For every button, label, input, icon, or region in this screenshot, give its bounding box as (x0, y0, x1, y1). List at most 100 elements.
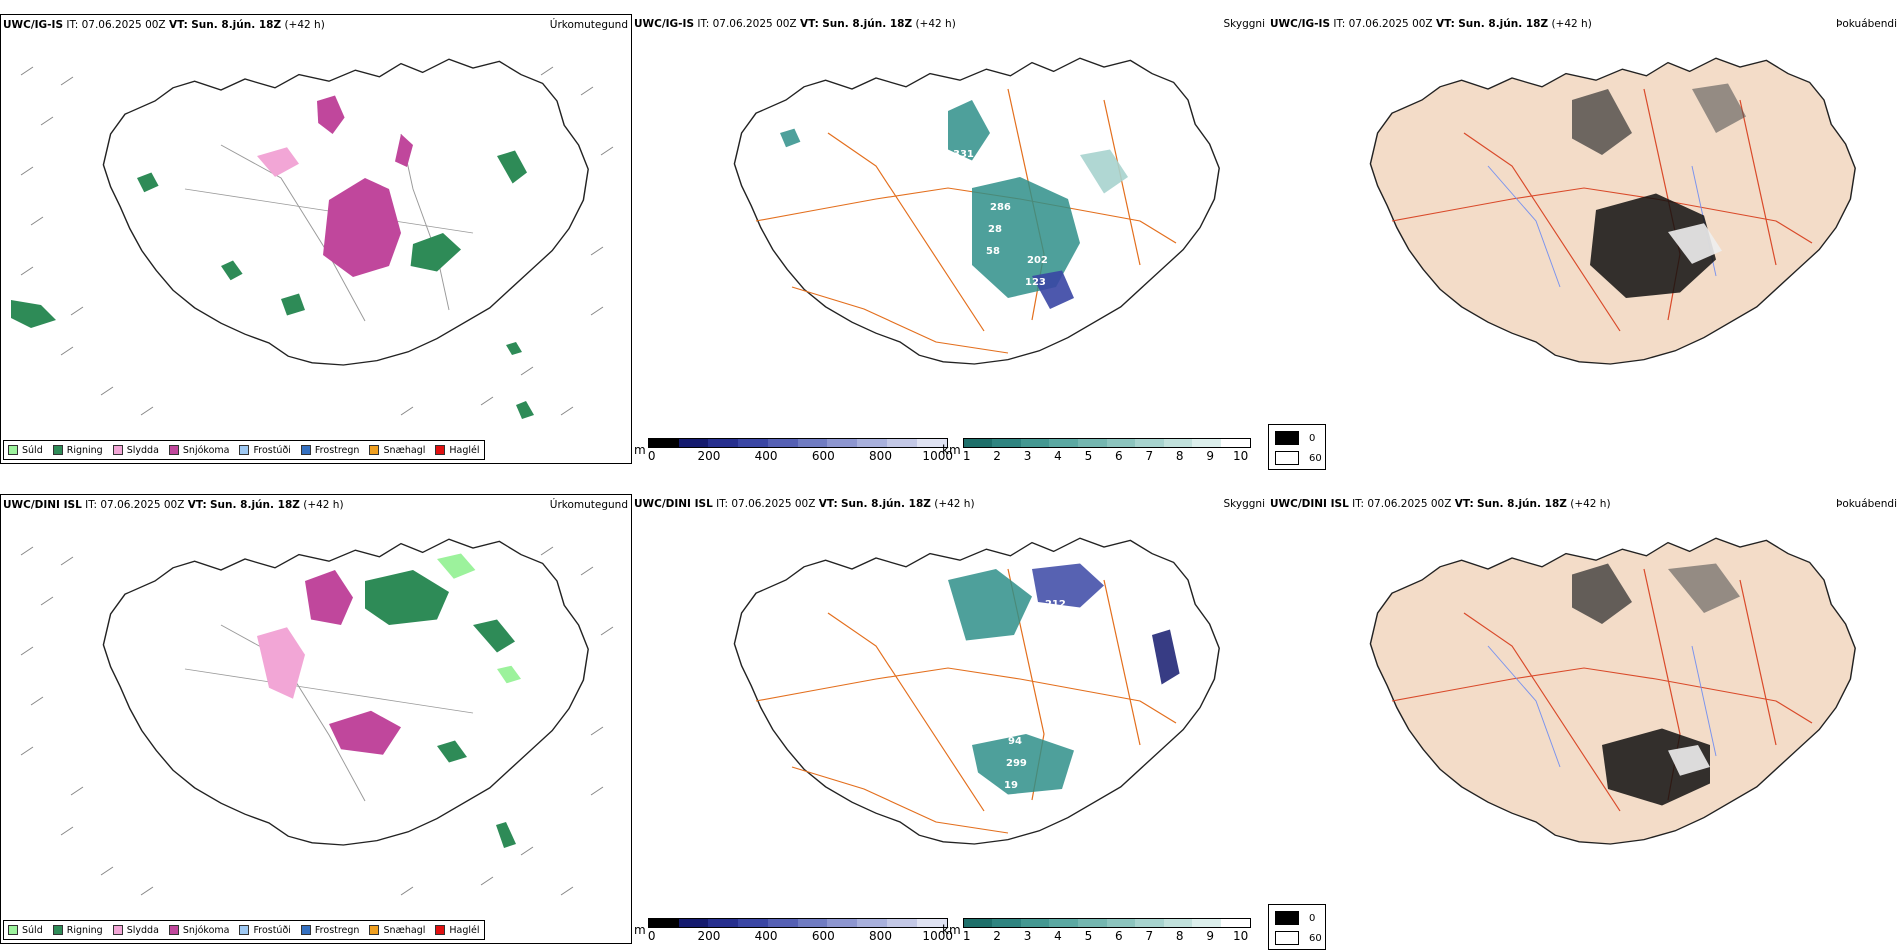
ceiling-value-label: 286 (990, 202, 1011, 213)
vt-label: VT: (1454, 498, 1474, 510)
colorbar-cell (857, 919, 888, 927)
legend-label: Slydda (126, 924, 159, 936)
wind-barbs (20, 66, 614, 416)
legend-item: Súld (8, 925, 43, 936)
precip-snow (305, 570, 401, 755)
colorbar-tick: 800 (869, 929, 892, 943)
precip-legend: Súld Rigning Slydda Snjókoma Frostúði Frostre… (3, 440, 485, 460)
colorbar-cell (827, 439, 858, 447)
ceiling-value-label: 299 (1006, 758, 1027, 769)
model-name: UWC/DINI ISL (3, 499, 82, 511)
colorbar-cell (887, 919, 917, 927)
colorbar-tick: 9 (1206, 929, 1215, 943)
vt-value: Sun. 8.jún. 18Z (1458, 18, 1549, 30)
legend-label: Frostúði (253, 924, 291, 936)
colorbar-tick: 3 (1023, 929, 1032, 943)
legend-item: Frostregn (300, 924, 360, 936)
ceiling-value-label: 334 (951, 171, 972, 182)
lead-time: (+42 h) (284, 19, 325, 31)
ceiling-value-label: 202 (1027, 255, 1048, 266)
fog-legend-row: 60 (1275, 931, 1322, 945)
colorbar-unit: km (942, 443, 961, 457)
colorbar-unit: m (634, 443, 646, 457)
colorbar-cell (767, 919, 798, 927)
legend-label: Snæhagl (383, 924, 426, 936)
legend-swatch (239, 445, 250, 455)
vt-value: Sun. 8.jún. 18Z (1477, 498, 1567, 510)
fog-legend-row: 0 (1275, 431, 1315, 445)
precip-type-map (20, 538, 614, 896)
legend-item: Rigning (52, 445, 103, 456)
fog-legend-label: 60 (1309, 932, 1322, 944)
legend-label: Rigning (66, 924, 103, 936)
fog-legend-label: 0 (1309, 432, 1316, 444)
legend-swatch (8, 925, 18, 935)
ceiling-value-labels: 331 286 202 364 334 28 123 117 106 58 2 (949, 118, 1085, 310)
it-label: IT: (1352, 498, 1365, 510)
panel-header: UWC/IG-IS IT: 07.06.2025 00Z VT: Sun. 8.… (3, 19, 325, 31)
fog-legend-row: 0 (1275, 911, 1315, 925)
colorbar-cell (1192, 439, 1221, 447)
colorbar-tick: 7 (1145, 929, 1154, 943)
variable-title: Þokuábendi (1836, 498, 1897, 510)
colorbar-cell (1220, 919, 1250, 927)
colorbar-cell (857, 439, 888, 447)
colorbar-tick: 4 (1054, 929, 1062, 943)
legend-item: Haglél (435, 924, 480, 936)
fog-legend: 0 60 (1268, 904, 1326, 950)
legend-item: Snjókoma (168, 445, 229, 456)
precip-drizzle (437, 553, 521, 684)
ceiling-value-label: 87 (969, 705, 983, 716)
colorbar-tick: 800 (869, 449, 892, 463)
colorbar-cell (1106, 439, 1136, 447)
colorbar-cell (963, 919, 993, 927)
colorbar-cell (1106, 919, 1136, 927)
panel-header: UWC/IG-IS IT: 07.06.2025 00Z VT: Sun. 8.… (1270, 18, 1592, 30)
legend-label: Frostregn (314, 924, 360, 936)
variable-title: Skyggni (1223, 18, 1266, 30)
colorbar-tick: 6 (1115, 449, 1123, 463)
legend-label: Súld (22, 444, 43, 456)
colorbar-cell (797, 439, 828, 447)
it-label: IT: (85, 499, 98, 511)
model-name: UWC/IG-IS (1270, 18, 1331, 30)
it-value: 07.06.2025 00Z (1367, 498, 1452, 510)
legend-item: Rigning (52, 924, 103, 936)
colorbar-cell (797, 919, 828, 927)
panel-header: UWC/DINI ISL IT: 07.06.2025 00Z VT: Sun.… (634, 498, 975, 510)
it-label: IT: (1333, 18, 1346, 30)
legend-item: Slydda (112, 924, 159, 936)
colorbar-tick: 200 (697, 449, 721, 463)
fog-map (1369, 537, 1856, 845)
fog-legend-label: 0 (1309, 912, 1316, 924)
colorbar-cell (1020, 919, 1050, 927)
ceiling-value-label: 89 (967, 727, 981, 738)
ceiling-map: 331 286 202 364 334 28 123 117 106 58 2 (733, 57, 1220, 365)
colorbar-cell (1049, 439, 1079, 447)
ceiling-value-label: 209 (1082, 652, 1103, 663)
vt-label: VT: (799, 18, 819, 30)
fog-legend-row: 60 (1275, 451, 1322, 465)
legend-swatch (239, 925, 250, 935)
colorbar-tick: 400 (754, 449, 778, 463)
model-name: UWC/IG-IS (634, 18, 695, 30)
colorbar-tick: 0 (647, 929, 656, 943)
colorbar-cell (1078, 919, 1107, 927)
ceiling-panel-1: UWC/IG-IS IT: 07.06.2025 00Z VT: Sun. 8.… (632, 14, 1268, 464)
legend-item: Frostúði (239, 445, 291, 456)
precip-rain (365, 570, 515, 763)
ceiling-value-label: 120 (1043, 621, 1064, 632)
precip-snow (317, 95, 413, 277)
fog-panel-2: UWC/DINI ISL IT: 07.06.2025 00Z VT: Sun.… (1268, 494, 1900, 950)
legend-item: Slydda (112, 445, 159, 456)
colorbar-tick: 200 (697, 929, 721, 943)
colorbar-cell (648, 919, 679, 927)
legend-item: Snæhagl (369, 925, 425, 936)
model-name: UWC/DINI ISL (634, 498, 713, 510)
legend-label: Haglél (449, 924, 480, 936)
fog-shading (1572, 563, 1740, 806)
vt-label: VT: (1435, 18, 1455, 30)
fog-legend-swatch (1275, 431, 1299, 445)
colorbar-tick: 3 (1023, 449, 1032, 463)
fog-legend-swatch (1275, 931, 1299, 945)
